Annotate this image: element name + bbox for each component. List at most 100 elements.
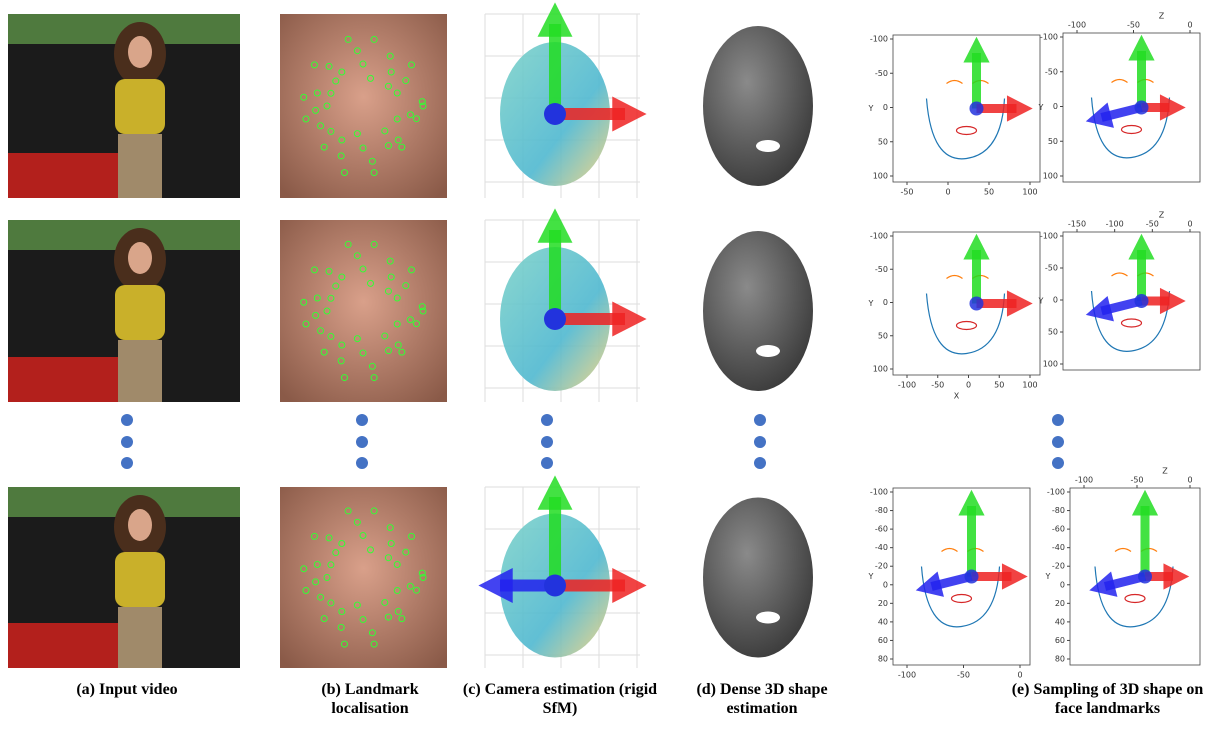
arrow-head [1132,490,1158,516]
ellipsis-dot [754,436,766,448]
stage-sign [8,623,128,668]
dense-head [703,26,813,186]
face-crop [280,220,447,402]
x-tick-label: 0 [945,188,950,197]
dense-mouth [756,345,780,357]
y-tick-label: 80 [878,655,888,664]
top-tick-label: -100 [1075,476,1093,485]
y-tick-label: 50 [878,331,888,340]
camera-center [544,103,566,125]
caption: (d) Dense 3D shape estimation [672,680,852,718]
y-tick-label: 40 [1055,617,1065,626]
x-tick-label: 50 [984,188,994,197]
arrow-head [612,302,646,337]
caption: (e) Sampling of 3D shape on face landmar… [1000,680,1207,718]
y-axis-label: Y [1038,103,1044,112]
ellipsis-dot [1052,457,1064,469]
y-axis-label: Y [868,104,874,113]
y-tick-label: 100 [873,172,888,181]
y-tick-label: 50 [1048,137,1058,146]
stage-sign [8,153,128,198]
x-tick-label: -50 [900,188,913,197]
y-tick-label: 20 [878,599,888,608]
y-tick-label: -100 [870,35,888,44]
y-tick-label: 0 [1060,580,1065,589]
y-tick-label: 0 [1053,102,1058,111]
top-tick-label: 0 [1187,21,1192,30]
y-tick-label: 0 [883,103,888,112]
figure: -100 -50 0 50 100 Y -50 0 50 100 -100 -50 0 50 100 Y -10… [0,0,1207,746]
y-tick-label: 60 [878,636,888,645]
arrow-head [963,37,989,63]
ellipsis-dot [1052,436,1064,448]
arrow-head [1160,94,1186,120]
face-crop [280,14,447,198]
mouth [957,322,977,330]
mouth [1125,595,1145,603]
speaker-top [115,552,165,607]
top-tick-label: 0 [1187,476,1192,485]
y-tick-label: 100 [1043,172,1058,181]
y-tick-label: -100 [870,232,888,241]
y-tick-label: 50 [1048,328,1058,337]
y-tick-label: 60 [1055,636,1065,645]
mouth [1122,319,1142,327]
x-tick-label: 100 [1022,381,1037,390]
y-tick-label: 0 [1053,296,1058,305]
y-tick-label: 80 [1055,655,1065,664]
caption: (c) Camera estimation (rigid SfM) [460,680,660,718]
mouth [1122,126,1142,134]
ellipsis-dot [541,457,553,469]
origin [1135,294,1149,308]
arrow-head [538,475,573,509]
arrow-head [916,571,944,596]
figure-panels: -100 -50 0 50 100 Y -50 0 50 100 -100 -50 0 50 100 Y -10… [0,0,1207,680]
x-axis-label: X [954,392,960,401]
x-tick-label: -100 [898,671,916,680]
ellipsis-dot [356,436,368,448]
speaker-skirt [118,134,162,198]
ellipsis-dot [754,457,766,469]
brow [947,81,989,84]
y-tick-label: -50 [875,69,888,78]
y-tick-label: 0 [883,298,888,307]
top-tick-label: -50 [1127,21,1140,30]
arrow-head [1007,290,1033,316]
ellipsis-dot [541,436,553,448]
x-tick-label: 0 [1017,671,1022,680]
arrow-head [958,490,984,516]
brow [947,276,989,279]
y-tick-label: 50 [878,137,888,146]
mouth [957,127,977,135]
y-tick-label: -50 [1045,67,1058,76]
arrow-head [1086,296,1114,321]
origin [965,570,979,584]
top-axis-label: Z [1159,12,1165,21]
speaker-top [115,79,165,134]
camera-center [544,575,566,597]
x-tick-label: 0 [966,381,971,390]
face-crop [280,487,447,668]
dense-mouth [756,612,780,624]
arrow-head [1163,563,1189,589]
stage-sign [8,357,128,402]
arrow-head [612,568,646,603]
top-axis-label: Z [1159,211,1165,220]
ellipsis-dot [1052,414,1064,426]
arrow-head [1128,35,1154,61]
y-tick-label: -100 [1040,33,1058,42]
y-axis-label: Y [868,572,874,581]
top-tick-label: -150 [1068,220,1086,229]
x-tick-label: 100 [1022,188,1037,197]
speaker-face [128,509,152,541]
arrow-head [1002,563,1028,589]
brow [1112,273,1154,276]
y-tick-label: -50 [1045,264,1058,273]
ellipsis-dot [356,414,368,426]
y-axis-label: Y [1045,572,1051,581]
arrow-head [612,97,646,132]
ellipsis-dot [541,414,553,426]
y-tick-label: 40 [878,617,888,626]
y-tick-label: 100 [873,365,888,374]
arrow-head [478,568,512,603]
